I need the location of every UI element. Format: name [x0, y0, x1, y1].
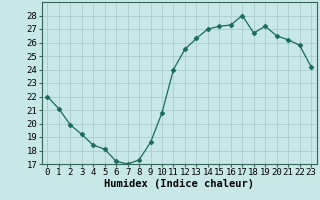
- X-axis label: Humidex (Indice chaleur): Humidex (Indice chaleur): [104, 179, 254, 189]
